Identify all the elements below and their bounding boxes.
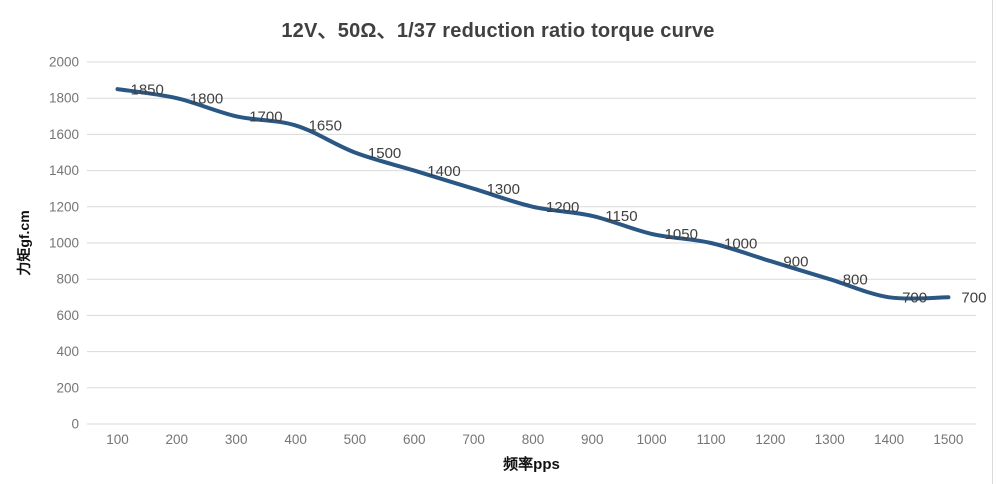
x-tick-label: 600 [403, 432, 426, 447]
data-label: 1650 [309, 118, 342, 135]
y-tick-label: 800 [56, 272, 79, 287]
data-label: 1700 [249, 109, 282, 126]
x-tick-label: 1400 [874, 432, 904, 447]
x-tick-label: 100 [106, 432, 129, 447]
data-label: 1200 [546, 199, 579, 216]
data-label: 800 [843, 271, 868, 288]
x-tick-label: 1200 [755, 432, 785, 447]
data-label: 1400 [427, 163, 460, 180]
data-label: 700 [902, 290, 927, 307]
x-tick-label: 1300 [815, 432, 845, 447]
x-tick-label: 400 [284, 432, 307, 447]
y-tick-label: 1200 [49, 199, 79, 214]
x-tick-label: 1500 [933, 432, 963, 447]
chart-right-border-line [992, 0, 993, 484]
chart-title: 12V、50Ω、1/37 reduction ratio torque curv… [281, 20, 715, 42]
y-tick-label: 0 [71, 417, 79, 432]
x-tick-label: 1100 [696, 432, 725, 447]
x-tick-label: 700 [462, 432, 485, 447]
y-tick-label: 1600 [49, 127, 79, 142]
x-tick-label: 200 [166, 432, 189, 447]
data-label: 1300 [487, 181, 520, 198]
torque-series-line [115, 87, 951, 301]
data-label: 700 [961, 290, 986, 307]
x-tick-label: 1000 [637, 432, 667, 447]
y-tick-label: 1400 [49, 163, 79, 178]
y-tick-label: 1000 [49, 236, 79, 251]
data-label: 900 [783, 253, 808, 270]
x-tick-label: 500 [344, 432, 367, 447]
data-label: 1050 [665, 226, 698, 243]
y-tick-label: 200 [56, 380, 79, 395]
y-tick-label: 400 [56, 344, 79, 359]
x-tick-label: 900 [581, 432, 604, 447]
data-label: 1800 [190, 90, 223, 107]
x-axis-title: 频率pps [503, 456, 560, 473]
data-label: 1150 [605, 208, 637, 225]
y-tick-label: 1800 [49, 91, 79, 106]
y-tick-label: 2000 [49, 55, 79, 70]
y-tick-label: 600 [56, 308, 79, 323]
data-label: 1500 [368, 145, 401, 162]
x-tick-label: 300 [225, 432, 248, 447]
x-tick-label: 800 [522, 432, 545, 447]
data-label: 1850 [131, 81, 164, 98]
data-label: 1000 [724, 235, 757, 252]
